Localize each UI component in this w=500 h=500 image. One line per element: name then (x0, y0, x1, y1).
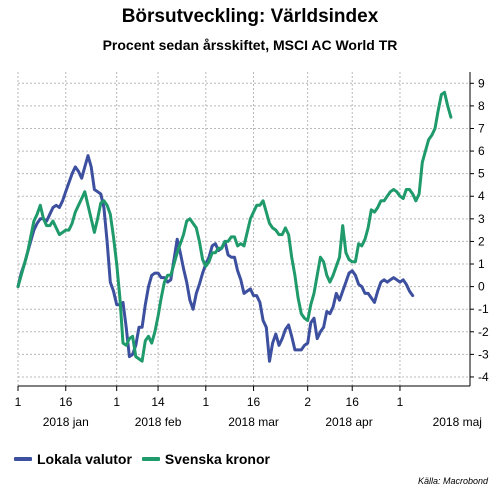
x-tick-label: 1 (397, 395, 404, 409)
x-tick-label: 16 (346, 395, 360, 409)
y-tick-label: -2 (478, 325, 489, 339)
y-tick-label: -1 (478, 302, 489, 316)
legend: Lokala valutor Svenska kronor (14, 451, 280, 467)
x-tick-label: 1 (15, 395, 22, 409)
y-tick-label: 8 (478, 99, 485, 113)
month-label: 2018 jan (43, 415, 89, 429)
month-label: 2018 apr (325, 415, 372, 429)
month-label: 2018 mar (228, 415, 279, 429)
month-label: 2018 maj (433, 415, 482, 429)
series-line-svenska-kronor (16, 90, 453, 363)
y-tick-label: 6 (478, 144, 485, 158)
x-tick-label: 16 (247, 395, 261, 409)
y-tick-label: 5 (478, 167, 485, 181)
x-tick-label: 16 (59, 395, 73, 409)
source-note: Källa: Macrobond (417, 476, 488, 486)
y-tick-label: 1 (478, 257, 485, 271)
y-tick-label: 4 (478, 189, 485, 203)
chart-subtitle: Procent sedan årsskiftet, MSCI AC World … (102, 37, 398, 53)
month-label: 2018 feb (135, 415, 182, 429)
series-line-lokala-valutor (16, 154, 415, 363)
legend-swatch-lokala-valutor (14, 457, 32, 461)
x-tick-label: 2 (304, 395, 311, 409)
legend-item-lokala-valutor: Lokala valutor (14, 451, 132, 467)
y-tick-label: -4 (478, 370, 489, 384)
y-tick-label: 3 (478, 212, 485, 226)
chart-title: Börsutveckling: Världsindex (121, 6, 379, 27)
legend-label-svenska-kronor: Svenska kronor (164, 451, 270, 467)
legend-swatch-svenska-kronor (141, 457, 160, 461)
x-tick-label: 1 (113, 395, 120, 409)
y-tick-label: -3 (478, 347, 489, 361)
legend-label-lokala-valutor: Lokala valutor (37, 451, 132, 467)
y-tick-label: 2 (478, 234, 485, 248)
y-tick-label: 7 (478, 121, 485, 135)
x-tick-label: 14 (151, 395, 165, 409)
y-tick-label: 9 (478, 76, 485, 90)
legend-item-svenska-kronor: Svenska kronor (141, 451, 270, 467)
y-tick-label: 0 (478, 280, 485, 294)
x-tick-label: 1 (202, 395, 209, 409)
